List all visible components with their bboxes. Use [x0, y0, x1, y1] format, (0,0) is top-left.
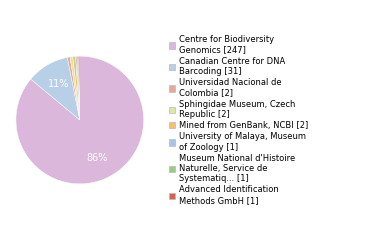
Wedge shape: [73, 56, 80, 120]
Wedge shape: [31, 57, 80, 120]
Wedge shape: [78, 56, 80, 120]
Legend: Centre for Biodiversity
Genomics [247], Canadian Centre for DNA
Barcoding [31], : Centre for Biodiversity Genomics [247], …: [167, 33, 310, 207]
Wedge shape: [76, 56, 80, 120]
Wedge shape: [16, 56, 144, 184]
Text: 86%: 86%: [87, 153, 108, 162]
Wedge shape: [70, 57, 80, 120]
Wedge shape: [77, 56, 80, 120]
Text: 11%: 11%: [48, 79, 69, 89]
Wedge shape: [67, 57, 80, 120]
